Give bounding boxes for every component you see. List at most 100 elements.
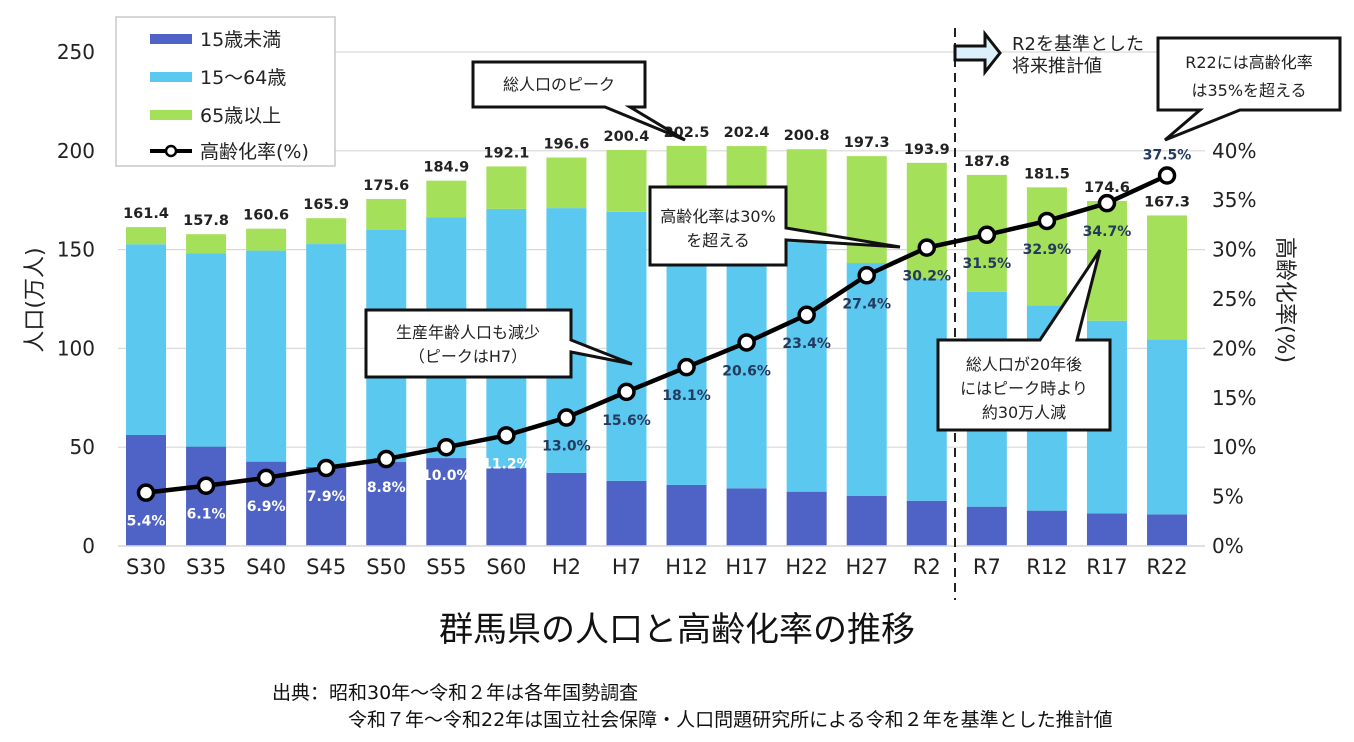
bar-segment-elderly	[366, 199, 407, 230]
x-tick-label: S40	[246, 555, 286, 579]
y2-tick-label: 30%	[1212, 238, 1256, 262]
bar-segment-under15	[546, 472, 587, 546]
total-label: 197.3	[844, 135, 890, 151]
aging-rate-label: 13.0%	[542, 439, 591, 455]
total-label: 181.5	[1024, 166, 1070, 182]
bar-segment-under15	[786, 491, 827, 546]
y2-tick-label: 20%	[1212, 336, 1256, 360]
aging-rate-marker	[316, 458, 336, 478]
aging-rate-label: 23.4%	[782, 336, 831, 352]
bar-segment-under15	[906, 500, 947, 546]
y2-axis-label: 高齢化率(%)	[1272, 237, 1297, 363]
y-tick-label: 200	[57, 139, 95, 163]
callout-text: 高齢化率は30%	[660, 207, 776, 226]
bar-segment-working-age	[846, 263, 887, 497]
y-tick-label: 150	[57, 238, 95, 262]
total-label: 196.6	[543, 137, 589, 153]
aging-rate-label: 30.2%	[902, 269, 951, 285]
bar-segment-working-age	[246, 250, 287, 462]
legend-label: 65歳以上	[200, 105, 281, 127]
y-tick-label: 0	[82, 534, 95, 558]
total-label: 192.1	[483, 145, 529, 161]
total-label: 200.8	[784, 128, 830, 144]
source-line-2: 令和７年～令和22年は国立社会保障・人口問題研究所による令和２年を基準とした推計…	[348, 709, 1113, 731]
total-label: 184.9	[423, 160, 469, 176]
total-label: 193.9	[904, 142, 950, 158]
bar-segment-under15	[846, 496, 887, 546]
bar-segment-elderly	[1147, 215, 1188, 340]
projection-note-line: R2を基準とした	[1012, 34, 1144, 55]
bar-segment-elderly	[786, 149, 827, 243]
callout-text: 生産年齢人口も減少	[396, 323, 540, 342]
bar-segment-under15	[726, 488, 767, 546]
bar-segment-elderly	[1026, 187, 1067, 306]
source-note: 出典：昭和30年～令和２年は各年国勢調査 令和７年～令和22年は国立社会保障・人…	[272, 680, 1113, 734]
callout-text: （ピークはH7）	[409, 347, 527, 366]
total-label: 165.9	[303, 197, 349, 213]
x-tick-label: R2	[913, 555, 941, 579]
bar-segment-under15	[606, 480, 647, 546]
callout-text: R22には高齢化率	[1185, 53, 1312, 72]
bar-segment-elderly	[426, 180, 467, 218]
source-line-1: 出典：昭和30年～令和２年は各年国勢調査	[272, 682, 639, 704]
bar-segment-under15	[306, 466, 347, 546]
aging-rate-label: 6.9%	[247, 499, 286, 515]
total-label: 160.6	[243, 208, 289, 224]
aging-rate-label: 11.2%	[482, 456, 531, 472]
aging-rate-label: 7.9%	[307, 489, 346, 505]
bar-segment-elderly	[906, 162, 947, 279]
x-tick-label: R17	[1086, 555, 1127, 579]
population-chart: 0 50 100 150 200 250 0% 5% 10% 15% 20% 25% 30% 35% 40%…	[23, 16, 1342, 600]
callout-box	[936, 249, 1112, 432]
x-tick-label: H12	[665, 555, 708, 579]
legend-label: 15～64歳	[200, 67, 286, 89]
callout-text: にはピーク時より	[960, 379, 1088, 398]
total-label: 200.4	[604, 129, 650, 145]
bar-segment-working-age	[726, 228, 767, 489]
x-tick-label: H27	[845, 555, 888, 579]
aging-rate-marker	[917, 238, 937, 257]
legend-swatch	[150, 110, 192, 120]
total-label: 167.3	[1144, 194, 1190, 210]
aging-rate-marker	[136, 483, 156, 502]
bar-segment-working-age	[186, 253, 227, 447]
total-label: 161.4	[123, 206, 169, 222]
y-tick-label: 50	[70, 435, 95, 459]
y2-tick-label: 40%	[1212, 139, 1256, 163]
y2-tick-label: 15%	[1212, 386, 1256, 410]
y2-tick-label: 0%	[1212, 534, 1244, 558]
bar-segment-under15	[186, 446, 227, 546]
y-tick-label: 100	[57, 336, 95, 360]
aging-rate-marker	[557, 408, 576, 427]
bar-segment-working-age	[306, 244, 347, 467]
chart-title: 群馬県の人口と高齢化率の推移	[439, 610, 915, 650]
aging-rate-marker	[857, 266, 876, 285]
aging-rate-marker	[256, 468, 276, 488]
aging-rate-marker	[737, 333, 756, 352]
x-tick-label: S50	[366, 555, 406, 579]
bar-segment-elderly	[126, 227, 166, 245]
bar-segment-under15	[966, 506, 1007, 546]
aging-rate-marker	[797, 305, 816, 325]
x-tick-label: R22	[1146, 555, 1187, 579]
aging-rate-marker	[497, 426, 516, 445]
y2-tick-label: 5%	[1212, 485, 1244, 509]
total-label: 202.4	[724, 125, 770, 141]
aging-rate-marker	[617, 382, 636, 402]
bar-segment-elderly	[246, 228, 287, 251]
bar-segment-under15	[366, 462, 407, 546]
aging-rate-label: 15.6%	[602, 413, 651, 429]
legend-label: 15歳未満	[200, 29, 281, 51]
callout-box	[648, 185, 901, 267]
bar-segment-elderly	[306, 218, 347, 245]
x-tick-label: S45	[306, 555, 346, 579]
aging-rate-label: 37.5%	[1143, 148, 1192, 164]
aging-rate-marker	[977, 225, 997, 245]
bar-segment-elderly	[606, 150, 647, 212]
bar-segment-under15	[1026, 510, 1067, 546]
bar-segment-under15	[666, 484, 707, 546]
aging-rate-marker	[677, 357, 696, 377]
aging-rate-label: 34.7%	[1083, 224, 1132, 240]
aging-rate-label: 27.4%	[842, 296, 891, 312]
y2-tick-label: 10%	[1212, 435, 1256, 459]
